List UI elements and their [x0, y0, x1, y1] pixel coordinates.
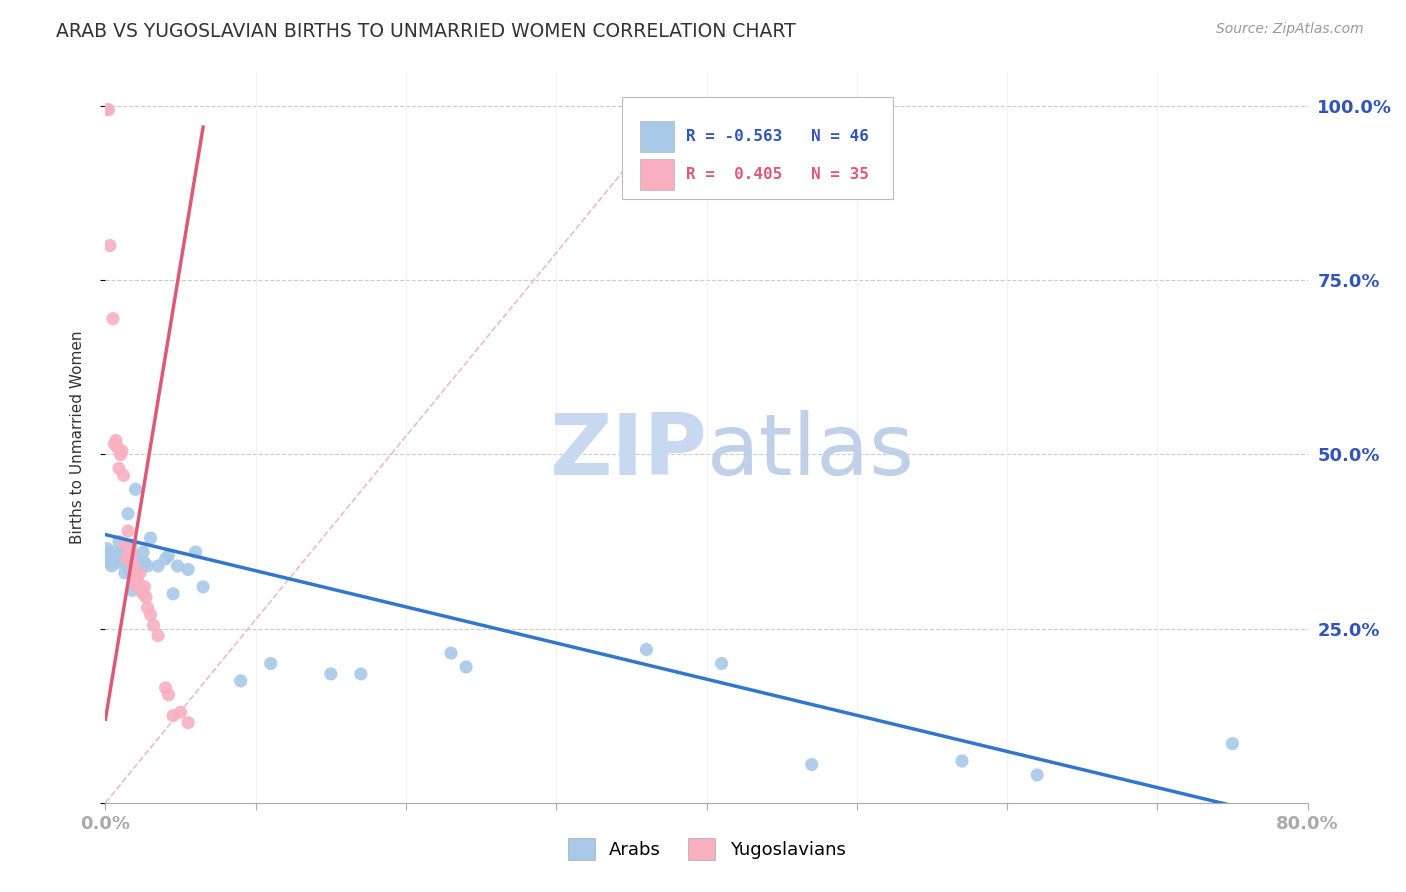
Point	[1026, 768, 1049, 782]
Point	[146, 629, 169, 643]
Point	[136, 558, 159, 573]
Point	[142, 618, 165, 632]
Y-axis label: Births to Unmarried Women: Births to Unmarried Women	[70, 330, 84, 544]
Point	[98, 238, 121, 252]
Point	[128, 576, 150, 591]
FancyBboxPatch shape	[623, 97, 893, 200]
Legend: Arabs, Yugoslavians: Arabs, Yugoslavians	[561, 830, 852, 867]
Point	[139, 607, 162, 622]
Point	[454, 660, 477, 674]
Point	[115, 556, 138, 570]
Point	[177, 715, 200, 730]
Point	[440, 646, 463, 660]
Point	[118, 562, 141, 576]
Point	[124, 576, 146, 591]
Point	[131, 583, 153, 598]
Point	[950, 754, 973, 768]
Point	[98, 556, 121, 570]
Text: Source: ZipAtlas.com: Source: ZipAtlas.com	[1216, 22, 1364, 37]
Point	[115, 552, 138, 566]
Point	[134, 580, 156, 594]
Point	[134, 556, 156, 570]
Point	[350, 667, 373, 681]
Point	[157, 688, 180, 702]
Point	[155, 681, 177, 695]
Point	[131, 558, 153, 573]
Bar	[640, 160, 673, 190]
Point	[136, 600, 159, 615]
Point	[177, 562, 200, 576]
Point	[120, 545, 142, 559]
Point	[111, 444, 134, 458]
Point	[146, 558, 169, 573]
Point	[162, 587, 184, 601]
Bar	[640, 121, 673, 153]
Point	[184, 545, 207, 559]
Point	[1222, 737, 1244, 751]
Point	[191, 580, 214, 594]
Text: atlas: atlas	[707, 410, 914, 493]
Point	[710, 657, 733, 671]
Point	[101, 545, 124, 559]
Point	[112, 468, 135, 483]
Point	[104, 549, 127, 563]
Text: R =  0.405   N = 35: R = 0.405 N = 35	[686, 168, 869, 182]
Point	[157, 549, 180, 563]
Point	[107, 556, 129, 570]
Point	[114, 538, 136, 552]
Point	[636, 642, 658, 657]
Point	[121, 583, 143, 598]
Point	[117, 524, 139, 538]
Point	[229, 673, 252, 688]
Point	[122, 566, 145, 580]
Point	[108, 534, 131, 549]
Point	[112, 552, 135, 566]
Point	[103, 552, 125, 566]
Point	[117, 507, 139, 521]
Point	[124, 483, 146, 497]
Text: ARAB VS YUGOSLAVIAN BIRTHS TO UNMARRIED WOMEN CORRELATION CHART: ARAB VS YUGOSLAVIAN BIRTHS TO UNMARRIED …	[56, 22, 796, 41]
Point	[129, 566, 152, 580]
Point	[97, 549, 120, 563]
Point	[800, 757, 823, 772]
Point	[96, 103, 118, 117]
Point	[100, 558, 122, 573]
Point	[169, 705, 191, 719]
Point	[110, 448, 132, 462]
Point	[97, 103, 120, 117]
Point	[121, 556, 143, 570]
Point	[125, 573, 148, 587]
Point	[162, 708, 184, 723]
Point	[101, 311, 124, 326]
Point	[132, 545, 155, 559]
Point	[260, 657, 283, 671]
Point	[319, 667, 342, 681]
Point	[120, 538, 142, 552]
Point	[104, 434, 127, 448]
Point	[166, 558, 188, 573]
Point	[132, 587, 155, 601]
Point	[155, 552, 177, 566]
Point	[108, 461, 131, 475]
Point	[107, 441, 129, 455]
Point	[122, 552, 145, 566]
Text: ZIP: ZIP	[548, 410, 707, 493]
Text: R = -0.563   N = 46: R = -0.563 N = 46	[686, 129, 869, 145]
Point	[118, 549, 141, 563]
Point	[111, 546, 134, 560]
Point	[96, 541, 118, 556]
Point	[128, 580, 150, 594]
Point	[135, 591, 157, 605]
Point	[139, 531, 162, 545]
Point	[110, 545, 132, 559]
Point	[114, 566, 136, 580]
Point	[103, 437, 125, 451]
